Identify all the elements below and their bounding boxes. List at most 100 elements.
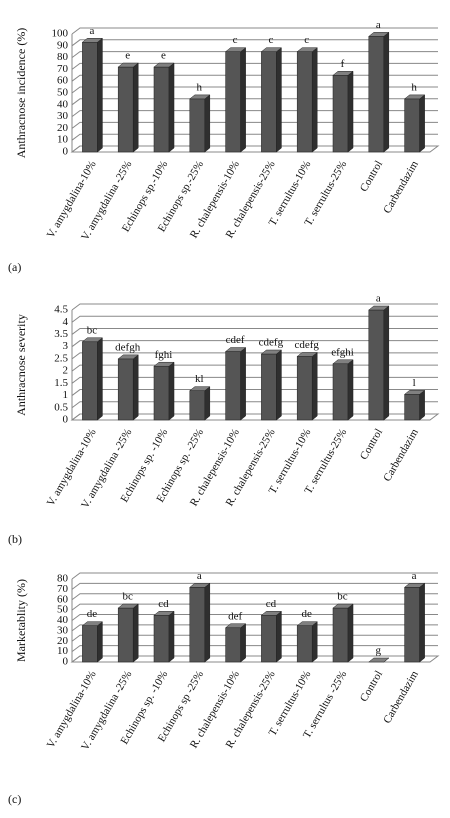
bar-top: [332, 71, 354, 76]
bar-top: [81, 621, 104, 626]
y-tick-label: 70: [57, 63, 69, 75]
bar: [225, 627, 241, 663]
bar-side: [311, 47, 318, 153]
y-tick-label: 60: [57, 593, 69, 605]
bar-top: [153, 62, 175, 68]
bar-top: [296, 352, 318, 357]
bar-top: [189, 583, 211, 588]
bar: [117, 607, 134, 663]
bar: [82, 625, 98, 663]
bar: [296, 356, 313, 421]
bar-annotation: c: [304, 34, 309, 46]
bar-top: [368, 657, 390, 663]
bar-annotation: a: [376, 293, 381, 305]
y-tick-label: 90: [57, 39, 69, 51]
bar: [404, 587, 420, 663]
bar-annotation: a: [89, 25, 94, 37]
bar: [332, 607, 349, 663]
y-tick-label: 2: [63, 365, 69, 377]
bar-side: [419, 94, 425, 153]
bar-annotation: cdefg: [259, 337, 284, 349]
y-tick-label: 40: [57, 98, 69, 110]
bar-top: [332, 359, 354, 365]
bar-top: [224, 623, 247, 629]
y-tick-label: 1: [63, 389, 69, 401]
y-axis-label: Anthracnose incidence (%): [14, 28, 28, 159]
bar-annotation: de: [302, 608, 313, 620]
panel-label: (c): [8, 792, 21, 806]
bar-top: [81, 337, 104, 343]
bar-side: [132, 354, 139, 421]
x-tick-label: Carbendazim: [381, 158, 421, 215]
grid-line: [71, 614, 438, 621]
y-tick-label: 60: [57, 75, 69, 87]
bar-side: [132, 603, 139, 663]
grid-line: [71, 655, 438, 663]
bar-top: [368, 305, 390, 311]
grid-line: [71, 121, 438, 129]
bar-top: [296, 47, 318, 52]
grid-line: [71, 645, 438, 653]
y-tick-label: 20: [57, 122, 69, 134]
grid-line: [71, 145, 438, 153]
bar-side: [240, 47, 246, 153]
grid-line: [71, 603, 438, 611]
bar: [368, 36, 385, 153]
y-tick-label: 80: [57, 573, 69, 585]
bar-side: [204, 386, 211, 421]
bar-side: [383, 305, 390, 421]
bar-side: [276, 349, 282, 421]
bar-side: [311, 351, 318, 421]
y-tick-label: 100: [52, 28, 69, 40]
grid-line: [71, 27, 438, 35]
y-tick-label: 3.5: [54, 328, 68, 340]
grid-line: [71, 86, 438, 94]
bar-annotation: bc: [123, 591, 134, 603]
bar-annotation: defgh: [115, 341, 141, 353]
bar-annotation: bc: [87, 324, 98, 336]
bar: [332, 363, 349, 421]
bar-top: [403, 390, 426, 395]
y-tick-label: 10: [57, 134, 69, 146]
bar-top: [260, 47, 283, 52]
y-tick-label: 30: [57, 110, 69, 122]
bar-annotation: cd: [266, 598, 277, 610]
grid-line: [71, 401, 438, 409]
y-axis-label: Marketablity (%): [14, 579, 28, 662]
bar-annotation: cdefg: [294, 339, 319, 351]
bar-top: [153, 611, 175, 616]
grid-line: [71, 74, 438, 82]
bar-side: [97, 37, 103, 153]
grid-line: [71, 51, 438, 58]
bar: [189, 587, 206, 663]
bar-annotation: e: [161, 50, 166, 62]
bar: [153, 615, 170, 663]
bar: [261, 51, 277, 153]
bar-side: [419, 582, 425, 663]
x-tick-label: Control: [358, 159, 385, 194]
bar-side: [276, 610, 282, 663]
x-tick-label: Control: [358, 669, 385, 704]
bar: [189, 390, 206, 421]
bar-top: [153, 361, 175, 367]
bar-side: [383, 31, 390, 153]
bar-top: [368, 32, 390, 37]
bar-annotation: a: [197, 570, 202, 582]
bar-top: [260, 611, 283, 616]
grid-line: [71, 327, 438, 335]
bar-annotation: f: [341, 58, 345, 70]
bar: [296, 51, 313, 153]
grid-line: [71, 582, 438, 590]
bar-top: [117, 354, 139, 360]
bar-annotation: a: [376, 19, 381, 31]
bar: [261, 353, 277, 421]
grid-line: [71, 364, 438, 372]
bar-side: [311, 621, 318, 663]
bar-annotation: def: [228, 610, 242, 622]
y-tick-label: 0: [63, 414, 69, 426]
bar-side: [347, 70, 354, 153]
grid-line: [71, 110, 438, 117]
bar: [404, 394, 420, 421]
bar-top: [403, 583, 426, 588]
